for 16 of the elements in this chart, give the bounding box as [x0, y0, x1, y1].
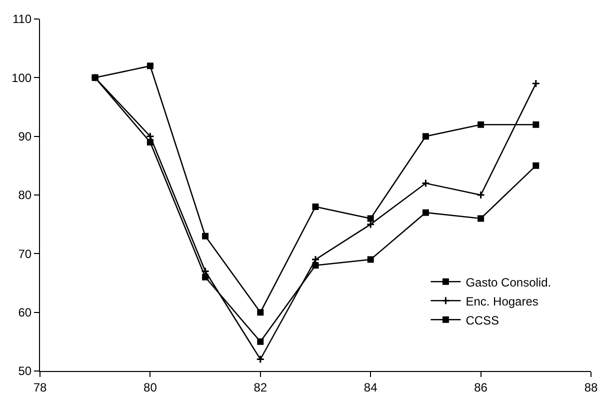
x-tick-label: 82 — [254, 380, 268, 394]
y-tick-label: 110 — [12, 12, 32, 26]
y-tick-label: 80 — [18, 188, 32, 202]
x-tick-label: 80 — [144, 380, 158, 394]
x-tick-label: 84 — [364, 380, 378, 394]
y-tick-label: 90 — [18, 130, 32, 144]
x-tick-label: 88 — [584, 380, 598, 394]
x-tick-label: 86 — [474, 380, 488, 394]
y-tick-label: 50 — [18, 364, 32, 378]
y-tick-label: 60 — [18, 306, 32, 320]
legend-label: Enc. Hogares — [466, 294, 538, 308]
y-tick-label: 70 — [18, 246, 32, 261]
legend-label: CCSS — [466, 313, 500, 328]
x-tick-label: 78 — [33, 380, 47, 394]
legend-label: Gasto Consolid. — [466, 275, 552, 290]
y-tick-label: 100 — [12, 70, 32, 85]
